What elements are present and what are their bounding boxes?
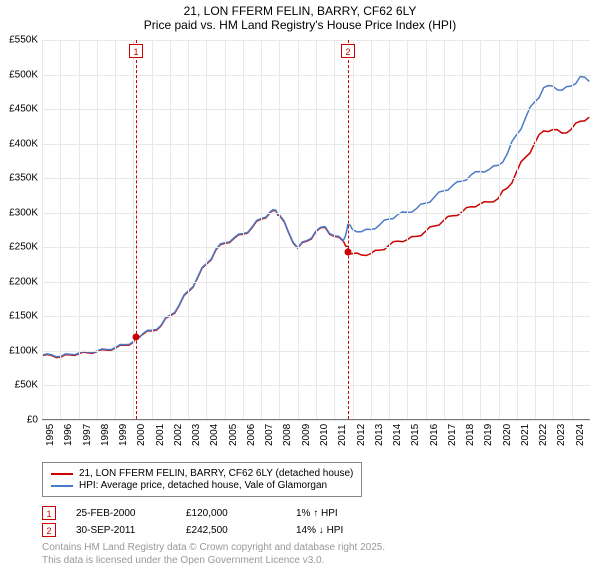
y-axis-label: £300K — [2, 207, 38, 218]
below-chart-block: 21, LON FFERM FELIN, BARRY, CF62 6LY (de… — [42, 462, 590, 567]
y-axis-label: £200K — [2, 276, 38, 287]
legend-box: 21, LON FFERM FELIN, BARRY, CF62 6LY (de… — [42, 462, 362, 497]
sale-price: £242,500 — [186, 525, 276, 536]
sale-row: 2 30-SEP-2011 £242,500 14% ↓ HPI — [42, 523, 590, 537]
x-axis-label: 2018 — [465, 424, 476, 446]
y-axis-label: £250K — [2, 242, 38, 253]
x-axis-label: 2004 — [209, 424, 220, 446]
y-axis-label: £450K — [2, 104, 38, 115]
x-axis-label: 2015 — [410, 424, 421, 446]
x-axis-label: 2010 — [319, 424, 330, 446]
x-axis-label: 1999 — [118, 424, 129, 446]
x-axis-label: 1997 — [82, 424, 93, 446]
x-axis-label: 2009 — [301, 424, 312, 446]
chart-title-line2: Price paid vs. HM Land Registry's House … — [0, 18, 600, 32]
x-axis-label: 2005 — [228, 424, 239, 446]
sale-date: 25-FEB-2000 — [76, 508, 166, 519]
sale-marker-icon: 2 — [42, 523, 56, 537]
x-axis-label: 2002 — [173, 424, 184, 446]
marker-dot — [344, 249, 351, 256]
y-axis-label: £50K — [2, 380, 38, 391]
legend-label: HPI: Average price, detached house, Vale… — [79, 480, 327, 491]
y-axis-label: £550K — [2, 35, 38, 46]
sale-date: 30-SEP-2011 — [76, 525, 166, 536]
legend-label: 21, LON FFERM FELIN, BARRY, CF62 6LY (de… — [79, 468, 353, 479]
sale-marker-icon: 1 — [42, 506, 56, 520]
x-axis-label: 2024 — [575, 424, 586, 446]
sale-price: £120,000 — [186, 508, 276, 519]
x-axis-label: 2013 — [374, 424, 385, 446]
legend-swatch — [51, 485, 73, 487]
x-axis-label: 2021 — [520, 424, 531, 446]
marker-line — [348, 40, 349, 419]
plot-area: £0£50K£100K£150K£200K£250K£300K£350K£400… — [42, 40, 590, 420]
sales-table: 1 25-FEB-2000 £120,000 1% ↑ HPI 2 30-SEP… — [42, 506, 590, 537]
x-axis-label: 2001 — [155, 424, 166, 446]
legend-swatch — [51, 473, 73, 475]
x-axis-label: 2020 — [502, 424, 513, 446]
y-axis-label: £0 — [2, 415, 38, 426]
sale-row: 1 25-FEB-2000 £120,000 1% ↑ HPI — [42, 506, 590, 520]
x-axis-label: 2023 — [556, 424, 567, 446]
x-axis-label: 2011 — [337, 424, 348, 446]
x-axis-label: 2019 — [483, 424, 494, 446]
y-axis-label: £100K — [2, 345, 38, 356]
y-axis-label: £500K — [2, 69, 38, 80]
y-axis-label: £350K — [2, 173, 38, 184]
sale-delta: 1% ↑ HPI — [296, 508, 386, 519]
x-axis-label: 1996 — [63, 424, 74, 446]
chart-container: 21, LON FFERM FELIN, BARRY, CF62 6LY Pri… — [0, 0, 600, 560]
x-axis-label: 2000 — [136, 424, 147, 446]
y-axis-label: £150K — [2, 311, 38, 322]
x-axis-label: 2008 — [282, 424, 293, 446]
footer-line1: Contains HM Land Registry data © Crown c… — [42, 541, 590, 554]
x-axis-label: 2003 — [191, 424, 202, 446]
x-axis-label: 1995 — [45, 424, 56, 446]
chart-title-line1: 21, LON FFERM FELIN, BARRY, CF62 6LY — [0, 4, 600, 18]
x-axis-label: 2017 — [447, 424, 458, 446]
x-axis-label: 2006 — [246, 424, 257, 446]
legend-item-property: 21, LON FFERM FELIN, BARRY, CF62 6LY (de… — [51, 468, 353, 479]
x-axis-label: 2012 — [356, 424, 367, 446]
x-axis-label: 2007 — [264, 424, 275, 446]
y-axis-label: £400K — [2, 138, 38, 149]
footer-line2: This data is licensed under the Open Gov… — [42, 554, 590, 567]
legend-item-hpi: HPI: Average price, detached house, Vale… — [51, 480, 353, 491]
sale-delta: 14% ↓ HPI — [296, 525, 386, 536]
x-axis-label: 2014 — [392, 424, 403, 446]
marker-label-box: 1 — [129, 44, 143, 58]
marker-line — [136, 40, 137, 419]
title-block: 21, LON FFERM FELIN, BARRY, CF62 6LY Pri… — [0, 0, 600, 34]
x-axis-label: 2022 — [538, 424, 549, 446]
marker-label-box: 2 — [341, 44, 355, 58]
marker-dot — [133, 334, 140, 341]
x-axis-label: 1998 — [100, 424, 111, 446]
x-axis-label: 2016 — [429, 424, 440, 446]
footer-attribution: Contains HM Land Registry data © Crown c… — [42, 541, 590, 567]
